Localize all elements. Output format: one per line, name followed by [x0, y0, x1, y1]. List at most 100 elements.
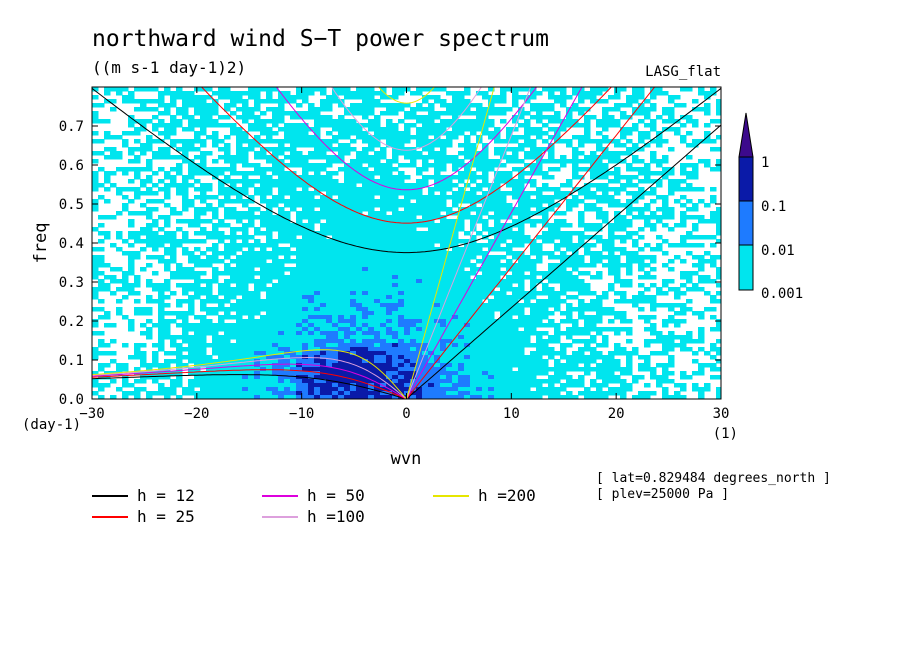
- heatmap-cell: [428, 151, 435, 156]
- heatmap-cell: [386, 127, 393, 132]
- heatmap-cell: [218, 139, 225, 144]
- heatmap-cell: [224, 199, 231, 204]
- heatmap-cell: [290, 331, 297, 336]
- heatmap-cell: [368, 143, 375, 148]
- heatmap-cell: [614, 331, 621, 336]
- heatmap-cell: [404, 207, 411, 212]
- heatmap-cell: [332, 191, 339, 196]
- heatmap-cell: [542, 343, 549, 348]
- heatmap-cell: [632, 183, 639, 188]
- heatmap-cell: [374, 295, 381, 300]
- heatmap-cell: [590, 259, 597, 264]
- heatmap-cell: [302, 267, 309, 272]
- heatmap-cell: [254, 351, 261, 356]
- heatmap-cell: [182, 339, 189, 344]
- heatmap-cell: [596, 183, 603, 188]
- heatmap-cell: [638, 255, 645, 260]
- heatmap-cell: [302, 159, 309, 164]
- heatmap-cell: [302, 343, 309, 348]
- heatmap-cell: [212, 275, 219, 280]
- heatmap-cell: [296, 311, 303, 316]
- heatmap-cell: [440, 323, 447, 328]
- heatmap-cell: [194, 295, 201, 300]
- heatmap-cell: [380, 195, 387, 200]
- heatmap-cell: [362, 311, 369, 316]
- heatmap-cell: [560, 95, 567, 100]
- heatmap-cell: [326, 159, 333, 164]
- heatmap-cell: [320, 107, 327, 112]
- heatmap-cell: [644, 131, 651, 136]
- heatmap-cell: [416, 179, 423, 184]
- heatmap-cell: [242, 147, 249, 152]
- heatmap-cell: [284, 255, 291, 260]
- heatmap-cell: [494, 163, 501, 168]
- heatmap-cell: [554, 139, 561, 144]
- heatmap-cell: [680, 303, 687, 308]
- heatmap-cell: [182, 267, 189, 272]
- heatmap-cell: [356, 223, 363, 228]
- heatmap-cell: [302, 215, 309, 220]
- heatmap-cell: [404, 151, 411, 156]
- heatmap-cell: [500, 179, 507, 184]
- heatmap-cell: [698, 87, 705, 92]
- heatmap-cell: [296, 191, 303, 196]
- heatmap-cell: [422, 127, 429, 132]
- heatmap-cell: [476, 211, 483, 216]
- heatmap-cell: [242, 175, 249, 180]
- heatmap-cell: [284, 127, 291, 132]
- heatmap-cell: [194, 263, 201, 268]
- heatmap-cell: [566, 259, 573, 264]
- heatmap-cell: [362, 111, 369, 116]
- heatmap-cell: [416, 151, 423, 156]
- heatmap-cell: [428, 311, 435, 316]
- heatmap-cell: [158, 95, 165, 100]
- heatmap-cell: [284, 163, 291, 168]
- heatmap-cell: [692, 223, 699, 228]
- heatmap-cell: [212, 107, 219, 112]
- heatmap-cell: [542, 303, 549, 308]
- heatmap-cell: [344, 255, 351, 260]
- heatmap-cell: [470, 267, 477, 272]
- heatmap-cell: [464, 251, 471, 256]
- heatmap-cell: [314, 247, 321, 252]
- heatmap-cell: [392, 307, 399, 312]
- heatmap-cell: [404, 331, 411, 336]
- heatmap-cell: [566, 159, 573, 164]
- heatmap-cell: [170, 255, 177, 260]
- heatmap-cell: [584, 155, 591, 160]
- heatmap-cell: [350, 191, 357, 196]
- chart-subtitle: ((m s-1 day-1)2): [92, 58, 246, 77]
- heatmap-cell: [248, 323, 255, 328]
- heatmap-cell: [296, 111, 303, 116]
- heatmap-cell: [92, 103, 99, 108]
- heatmap-cell: [710, 255, 717, 260]
- heatmap-cell: [590, 87, 597, 92]
- heatmap-cell: [392, 131, 399, 136]
- heatmap-cell: [116, 135, 123, 140]
- heatmap-cell: [332, 351, 339, 356]
- heatmap-cell: [422, 263, 429, 268]
- heatmap-cell: [356, 207, 363, 212]
- heatmap-cell: [188, 295, 195, 300]
- heatmap-cell: [482, 91, 489, 96]
- heatmap-cell: [584, 159, 591, 164]
- heatmap-cell: [398, 283, 405, 288]
- heatmap-cell: [458, 307, 465, 312]
- heatmap-cell: [512, 219, 519, 224]
- heatmap-cell: [440, 239, 447, 244]
- heatmap-cell: [440, 263, 447, 268]
- heatmap-cell: [308, 219, 315, 224]
- heatmap-cell: [614, 119, 621, 124]
- heatmap-cell: [422, 311, 429, 316]
- heatmap-cell: [320, 183, 327, 188]
- heatmap-cell: [428, 227, 435, 232]
- heatmap-cell: [554, 119, 561, 124]
- heatmap-cell: [578, 255, 585, 260]
- heatmap-cell: [386, 303, 393, 308]
- heatmap-cell: [218, 87, 225, 92]
- heatmap-cell: [482, 219, 489, 224]
- heatmap-cell: [620, 239, 627, 244]
- heatmap-cell: [686, 199, 693, 204]
- heatmap-cell: [272, 263, 279, 268]
- heatmap-cell: [422, 175, 429, 180]
